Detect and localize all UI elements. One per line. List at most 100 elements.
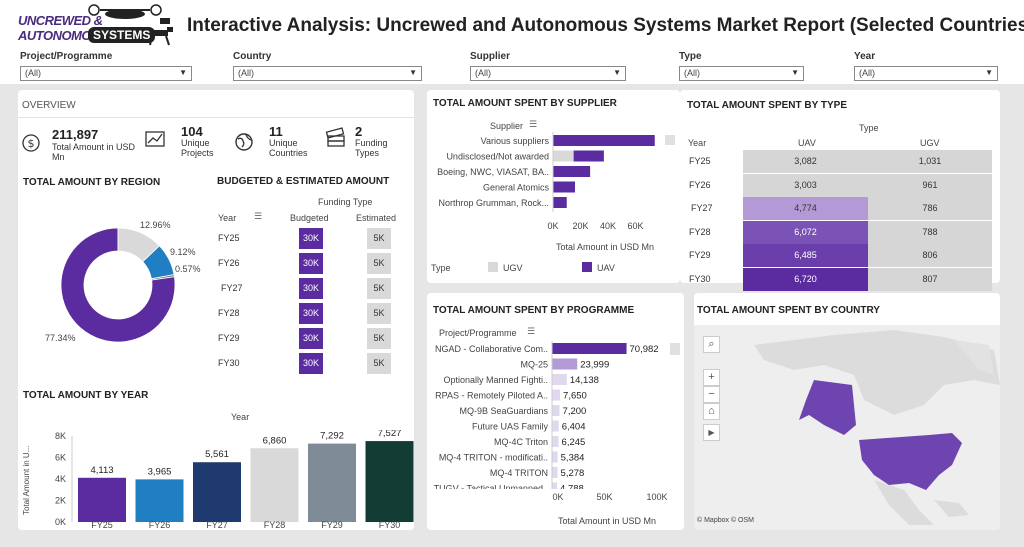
supplier-title: TOTAL AMOUNT SPENT BY SUPPLIER (433, 98, 617, 109)
supplier-label: Northrop Grumman, Rock... (438, 198, 549, 208)
type-cell-ugv[interactable]: 961 (868, 173, 992, 197)
logo-line2: AUTONOMOUS (18, 28, 109, 43)
supplier-bar-uav[interactable] (553, 181, 575, 193)
type-cell-ugv[interactable]: 1,031 (868, 150, 992, 173)
programme-bar-value: 23,999 (580, 360, 609, 371)
svg-text:$: $ (28, 137, 35, 150)
home-icon[interactable]: ⌂ (703, 403, 720, 420)
filter-project-select[interactable]: (All) ▼ (20, 66, 192, 81)
chevron-down-icon: ▼ (985, 68, 993, 77)
budget-cell-estimated[interactable]: 5K (367, 228, 391, 249)
programme-bar[interactable] (552, 451, 558, 463)
type-cell-ugv[interactable]: 807 (868, 267, 992, 291)
year-bar-FY30[interactable] (365, 441, 414, 522)
year-bar-FY29[interactable] (308, 443, 356, 522)
type-cell-uav[interactable]: 4,774 (743, 197, 868, 220)
donut-slice-3[interactable] (150, 274, 175, 281)
supplier-bar-ugv[interactable] (553, 150, 574, 162)
budget-col-budgeted: Budgeted (290, 213, 329, 223)
type-cell-uav[interactable]: 3,003 (743, 173, 868, 197)
filter-country-select[interactable]: (All) ▼ (233, 66, 422, 81)
supplier-bar-uav[interactable] (573, 150, 604, 162)
kpi-value: 104 (181, 124, 203, 139)
type-cell-ugv[interactable]: 786 (868, 197, 992, 220)
budget-cell-estimated[interactable]: 5K (367, 328, 391, 349)
filter-project: Project/Programme (All) ▼ (20, 51, 192, 81)
type-row-year: FY29 (689, 250, 711, 260)
type-cell-uav[interactable]: 6,720 (743, 267, 868, 291)
overview-title: OVERVIEW (22, 100, 76, 111)
budget-cell-budgeted[interactable]: 30K (299, 328, 323, 349)
type-row-year: FY30 (689, 273, 711, 284)
sort-icon[interactable]: ☰ (529, 119, 538, 129)
type-cell-uav[interactable]: 6,485 (743, 244, 868, 267)
country-panel: TOTAL AMOUNT SPENT BY COUNTRY ⌕ + − ⌂ ▶ … (694, 293, 1000, 530)
sort-icon[interactable]: ☰ (254, 211, 263, 221)
budget-cell-estimated[interactable]: 5K (367, 303, 391, 324)
budget-cell-budgeted[interactable]: 30K (299, 303, 323, 324)
scrollbar[interactable] (670, 343, 680, 355)
programme-bar[interactable] (552, 343, 627, 354)
legend-label-uav: UAV (597, 263, 615, 273)
budget-cell-estimated[interactable]: 5K (367, 353, 391, 374)
programme-bar[interactable] (552, 374, 567, 385)
year-x-label: FY27 (206, 520, 228, 530)
supplier-label: Various suppliers (481, 136, 550, 146)
programme-bar[interactable] (552, 405, 560, 416)
budget-cell-budgeted[interactable]: 30K (299, 353, 323, 374)
country-map[interactable] (694, 325, 1000, 530)
type-cell-uav[interactable]: 3,082 (743, 150, 868, 173)
search-map-button[interactable]: ⌕ (703, 336, 720, 353)
filter-label: Country (233, 51, 272, 62)
programme-bar[interactable] (552, 467, 558, 478)
programme-bar-value: 6,245 (562, 437, 586, 448)
donut-slice-0[interactable] (60, 227, 176, 343)
mexico-shape (874, 480, 934, 525)
page-title: Interactive Analysis: Uncrewed and Auton… (187, 15, 1024, 36)
budget-cell-budgeted[interactable]: 30K (299, 253, 323, 274)
year-chart-ylabel: Total Amount in U... (22, 445, 31, 515)
budget-cell-estimated[interactable]: 5K (367, 278, 391, 299)
year-bar-FY27[interactable] (193, 462, 241, 522)
year-bar-FY28[interactable] (250, 448, 299, 522)
zoom-in-button[interactable]: + (703, 369, 720, 386)
filter-year: Year (All) ▼ (854, 51, 998, 81)
canada-shape (754, 330, 1000, 415)
budget-cell-budgeted[interactable]: 30K (299, 228, 323, 249)
budget-row-year: FY30 (218, 358, 240, 368)
funding-type-header: Funding Type (318, 197, 373, 207)
programme-bar[interactable] (552, 436, 559, 447)
sort-icon[interactable]: ☰ (527, 326, 536, 336)
logo: UNCREWED & AUTONOMOUS SYSTEMS (18, 4, 178, 46)
type-cell-ugv[interactable]: 788 (868, 220, 992, 244)
supplier-bar-uav[interactable] (553, 135, 655, 146)
supplier-bar-uav[interactable] (553, 166, 591, 177)
filter-year-select[interactable]: (All) ▼ (854, 66, 998, 81)
type-cell-ugv[interactable]: 806 (868, 244, 992, 267)
programme-bar[interactable] (552, 420, 559, 432)
type-col-ugv: UGV (920, 138, 940, 148)
programme-chart-clip: NGAD - Collaborative Com.. 70,982 MQ-25 23,… (427, 341, 684, 489)
year-bar-FY26[interactable] (135, 479, 184, 522)
filter-supplier-select[interactable]: (All) ▼ (470, 66, 626, 81)
supplier-bar-uav[interactable] (553, 197, 567, 208)
zoom-out-button[interactable]: − (703, 386, 720, 403)
programme-bar-value: 7,200 (563, 406, 587, 417)
programme-bar[interactable] (552, 389, 561, 401)
play-icon[interactable]: ▶ (703, 424, 720, 441)
type-cell-uav[interactable]: 6,072 (743, 220, 868, 244)
year-x-label: FY26 (148, 520, 171, 530)
budget-cell-estimated[interactable]: 5K (367, 253, 391, 274)
programme-label: Future UAS Family (472, 422, 549, 432)
programme-bar[interactable] (552, 482, 558, 490)
scrollbar[interactable] (665, 135, 675, 145)
kpi-label: Unique (269, 138, 298, 148)
filter-label: Type (679, 51, 702, 62)
supplier-panel: TOTAL AMOUNT SPENT BY SUPPLIER Supplier … (427, 90, 680, 283)
year-bar-value: 7,527 (378, 430, 402, 439)
budget-cell-budgeted[interactable]: 30K (299, 278, 323, 299)
programme-bar[interactable] (552, 358, 578, 370)
year-bar-FY25[interactable] (78, 477, 126, 522)
supplier-label: Undisclosed/Not awarded (446, 152, 549, 162)
filter-type-select[interactable]: (All) ▼ (679, 66, 804, 81)
